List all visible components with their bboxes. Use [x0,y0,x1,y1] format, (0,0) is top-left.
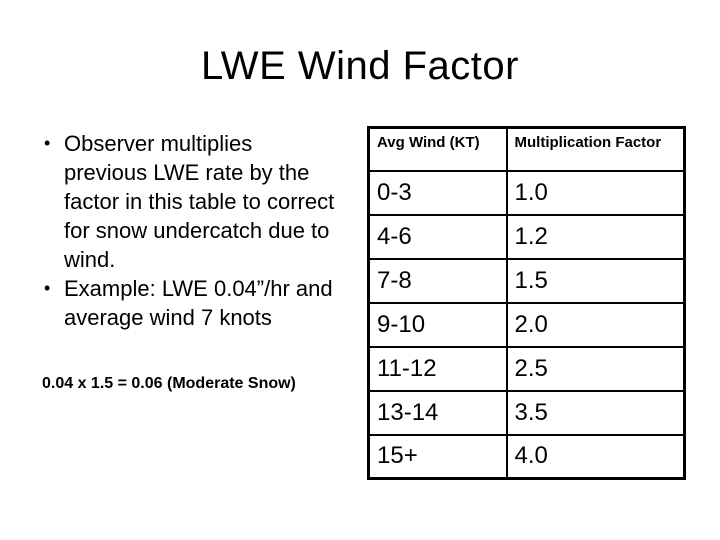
factor-cell: 3.5 [505,389,686,436]
table-row: 11-12 2.5 [367,345,686,392]
table-header-row: Avg Wind (KT) Multiplication Factor [367,126,686,172]
factor-cell: 1.2 [505,213,686,260]
calculation-note: 0.04 x 1.5 = 0.06 (Moderate Snow) [42,375,296,392]
table-row: 9-10 2.0 [367,301,686,348]
wind-factor-table: Avg Wind (KT) Multiplication Factor 0-3 1.… [367,126,686,480]
bullet-item: • Observer multiplies previous LWE rate b… [44,129,338,274]
wind-range-cell: 13-14 [367,389,508,436]
table-column-header: Avg Wind (KT) [367,126,508,172]
factor-cell: 2.5 [505,345,686,392]
table-row: 7-8 1.5 [367,257,686,304]
slide-title: LWE Wind Factor [201,44,519,88]
bullet-marker: • [44,278,51,298]
bullet-text: Example: LWE 0.04”/hr and average wind 7… [64,276,333,330]
bullet-item: • Example: LWE 0.04”/hr and average wind … [44,274,338,332]
wind-range-cell: 11-12 [367,345,508,392]
table-row: 15+ 4.0 [367,433,686,480]
wind-range-cell: 9-10 [367,301,508,348]
wind-range-cell: 4-6 [367,213,508,260]
table-row: 4-6 1.2 [367,213,686,260]
bullet-list: • Observer multiplies previous LWE rate b… [44,129,338,332]
bullet-marker: • [44,133,51,153]
factor-cell: 1.0 [505,169,686,216]
wind-range-cell: 7-8 [367,257,508,304]
table-column-header: Multiplication Factor [505,126,686,172]
table-row: 13-14 3.5 [367,389,686,436]
bullet-text: Observer multiplies previous LWE rate by… [64,131,335,272]
table-row: 0-3 1.0 [367,169,686,216]
wind-range-cell: 15+ [367,433,508,480]
wind-range-cell: 0-3 [367,169,508,216]
factor-cell: 2.0 [505,301,686,348]
factor-cell: 1.5 [505,257,686,304]
factor-cell: 4.0 [505,433,686,480]
